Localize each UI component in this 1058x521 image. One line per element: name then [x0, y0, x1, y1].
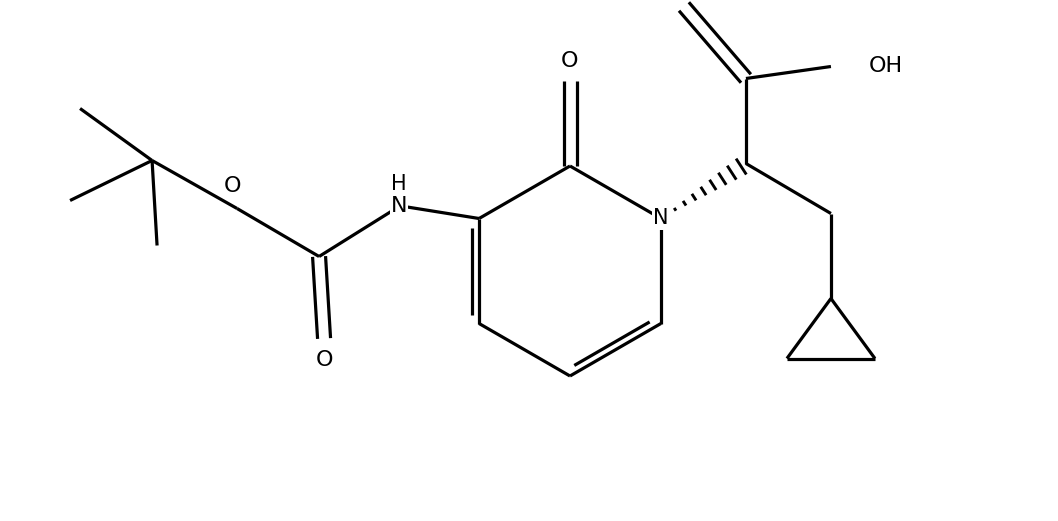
Text: O: O	[315, 351, 333, 370]
Text: N: N	[390, 196, 407, 217]
Text: H: H	[391, 175, 407, 194]
Text: O: O	[223, 177, 241, 196]
Text: OH: OH	[869, 56, 904, 77]
Text: O: O	[663, 0, 680, 5]
Text: N: N	[653, 208, 669, 229]
Text: O: O	[561, 51, 579, 71]
